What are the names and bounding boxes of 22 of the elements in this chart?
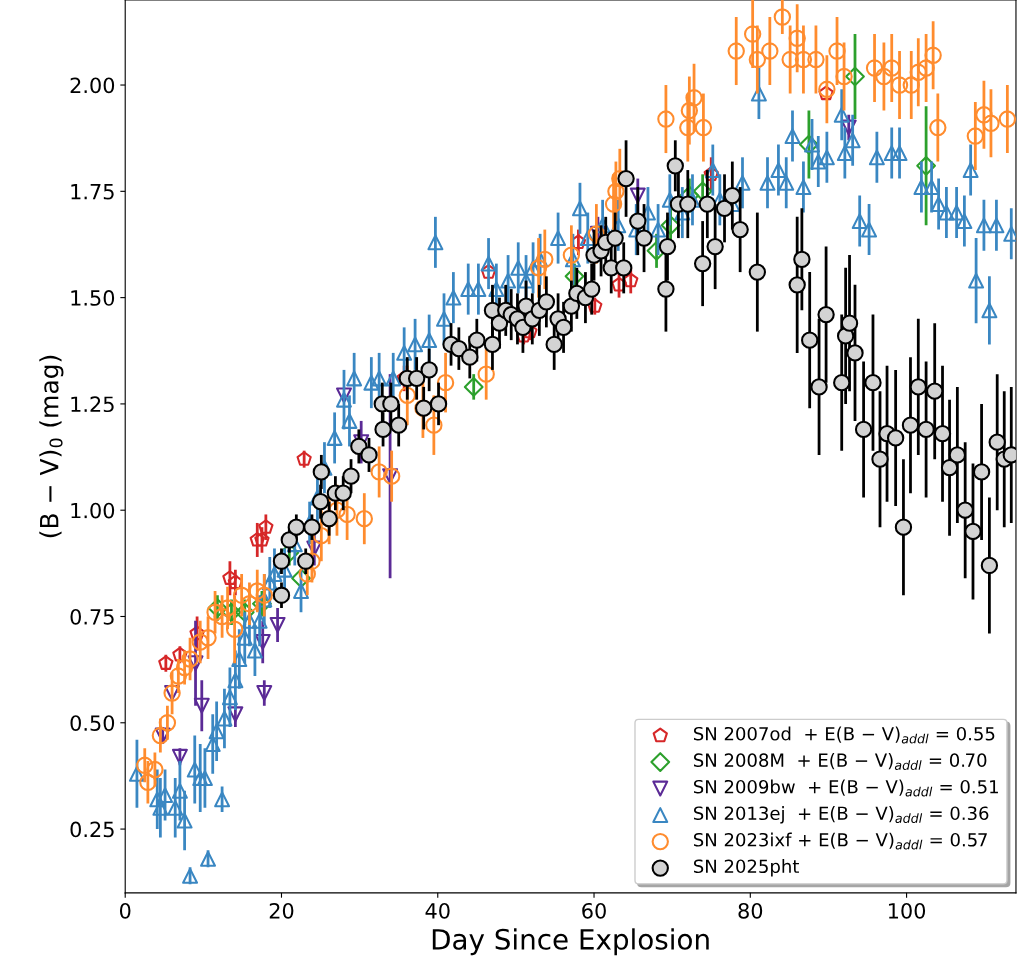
x-axis-title: Day Since Explosion	[432, 928, 709, 956]
legend-label: SN 2025pht	[693, 859, 799, 877]
x-tick-label: 0	[119, 902, 131, 919]
x-tick-label: 40	[425, 902, 450, 919]
y-tick-label: 0.75	[70, 608, 114, 625]
legend-label: SN 2023ixf + E(B − V)$_{addl}$ = 0.57	[693, 832, 987, 850]
legend-label: SN 2008M + E(B − V)$_{addl}$ = 0.70	[693, 753, 987, 770]
y-tick-label: 1.00	[71, 502, 115, 519]
legend-label: SN 2013ej + E(B − V)$_{addl}$ = 0.36	[693, 806, 989, 824]
y-tick-label: 1.75	[71, 184, 114, 200]
y-axis-title: (B − V)$_{0}$ (mag)	[39, 355, 64, 538]
x-tick-label: 80	[738, 902, 763, 919]
legend-label: SN 2009bw + E(B − V)$_{addl}$ = 0.51	[693, 779, 998, 797]
legend-label: SN 2007od + E(B − V)$_{addl}$ = 0.55	[693, 726, 995, 744]
y-tick-label: 2.00	[70, 77, 115, 94]
x-tick-label: 20	[269, 902, 294, 919]
y-tick-label: 0.50	[70, 715, 115, 731]
y-tick-label: 1.25	[71, 396, 114, 413]
x-tick-label: 100	[888, 902, 926, 919]
y-tick-label: 0.25	[70, 821, 114, 838]
y-tick-label: 1.50	[71, 290, 115, 306]
x-tick-label: 60	[582, 902, 606, 919]
